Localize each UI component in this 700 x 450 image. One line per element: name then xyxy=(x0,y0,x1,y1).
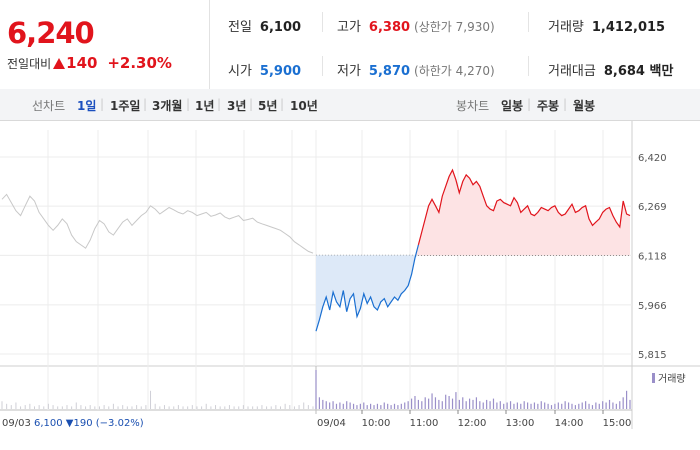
quote-header: 6,240 전일대비 140 +2.30% 전일 6,100 고가 6,380 (상한가… xyxy=(0,0,700,90)
volume-legend-swatch xyxy=(652,373,655,383)
price-line-down xyxy=(315,244,419,332)
prev-session-summary: 6,100 ▼190 (−3.02%) xyxy=(34,418,144,429)
change-amount: 140 xyxy=(66,54,98,72)
change-line: 전일대비 140 +2.30% xyxy=(7,54,172,72)
current-price: 6,240 xyxy=(7,16,95,50)
tab-1w[interactable]: 1주일 xyxy=(110,99,141,113)
price-chart: 6,420 6,269 6,118 5,966 5,815 거래량 09/03 6,100 ▼… xyxy=(0,121,700,429)
session-date-label: 09/04 xyxy=(317,418,346,429)
turnover: 거래대금 8,684 백만 xyxy=(548,64,674,79)
x-tick-label: 11:00 xyxy=(410,418,439,429)
tab-weekly-candle[interactable]: 주봉 xyxy=(537,99,560,113)
prev-date-label: 09/03 xyxy=(2,418,31,429)
volume-legend-label: 거래량 xyxy=(658,373,686,385)
tab-daily-candle[interactable]: 일봉 xyxy=(501,99,524,113)
below-area-fill xyxy=(316,255,419,332)
change-label: 전일대비 xyxy=(7,57,52,71)
y-tick-label: 5,966 xyxy=(638,301,667,312)
high-price: 고가 6,380 (상한가 7,930) xyxy=(337,20,495,35)
prev-close: 전일 6,100 xyxy=(228,20,302,35)
open-price: 시가 5,900 xyxy=(228,64,302,79)
x-tick-label: 13:00 xyxy=(506,418,535,429)
up-triangle-icon xyxy=(53,58,66,69)
y-tick-label: 5,815 xyxy=(638,350,667,361)
price-box: 6,240 전일대비 140 +2.30% xyxy=(0,0,210,89)
volume: 거래량 1,412,015 xyxy=(548,20,666,35)
candle-chart-label: 봉차트 xyxy=(456,99,490,113)
x-tick-label: 15:00 xyxy=(603,418,632,429)
y-tick-label: 6,269 xyxy=(638,202,667,213)
line-chart-label: 선차트 xyxy=(32,99,66,113)
tab-10y[interactable]: 10년 xyxy=(290,99,318,113)
prev-session-line xyxy=(1,193,314,254)
tab-3m[interactable]: 3개월 xyxy=(152,99,183,113)
change-percent: +2.30% xyxy=(107,54,172,72)
y-tick-label: 6,420 xyxy=(638,153,667,164)
x-tick-label: 14:00 xyxy=(555,418,584,429)
x-tick-label: 12:00 xyxy=(458,418,487,429)
tab-1y[interactable]: 1년 xyxy=(195,99,215,113)
x-tick-label: 10:00 xyxy=(362,418,391,429)
tab-3y[interactable]: 3년 xyxy=(227,99,247,113)
above-area-fill xyxy=(415,170,630,256)
tab-1d[interactable]: 1일 xyxy=(77,99,97,113)
tab-monthly-candle[interactable]: 월봉 xyxy=(573,99,596,113)
chart-tab-bar: 선차트 1일 | 1주일 | 3개월 | 1년 | 3년 | 5년 | 10년 … xyxy=(0,89,700,121)
low-price: 저가 5,870 (하한가 4,270) xyxy=(337,64,495,79)
price-line-up xyxy=(417,168,631,246)
y-tick-label: 6,118 xyxy=(638,251,667,262)
tab-5y[interactable]: 5년 xyxy=(258,99,278,113)
